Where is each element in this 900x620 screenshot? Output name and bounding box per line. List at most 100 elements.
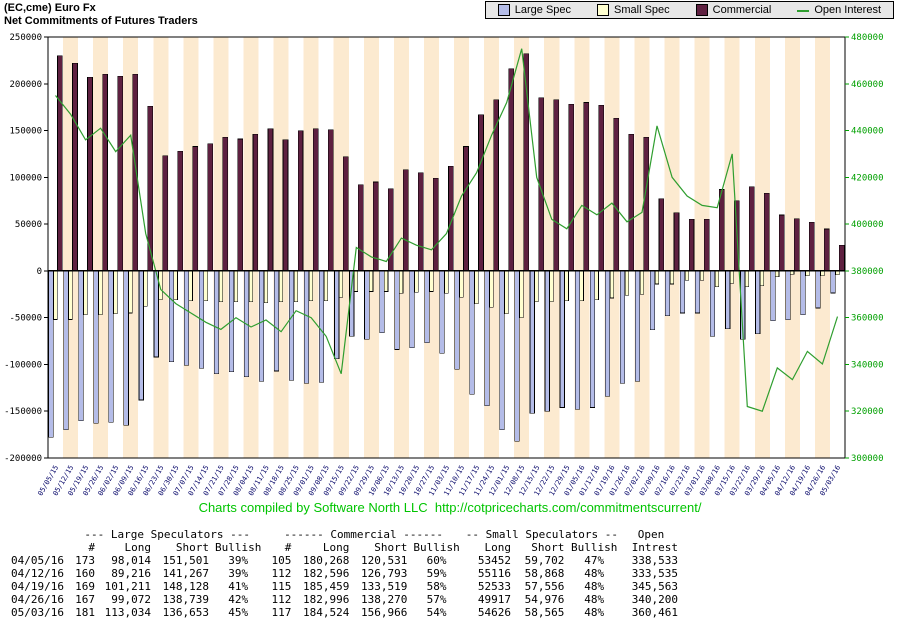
bar-large-spec bbox=[183, 270, 189, 366]
bar-large-spec bbox=[379, 270, 385, 333]
cell-date: 05/03/16 bbox=[11, 606, 64, 619]
plot-stripe bbox=[378, 37, 394, 458]
bar-large-spec bbox=[63, 270, 69, 431]
bar-small-spec bbox=[669, 270, 675, 285]
cell-ss-short: 54,976 bbox=[524, 593, 565, 606]
credit-url[interactable]: http://cotpricecharts.com/commitmentscur… bbox=[434, 500, 702, 515]
bar-commercial bbox=[839, 244, 845, 272]
cell-ss-long: 54626 bbox=[477, 606, 511, 619]
bar-commercial bbox=[688, 219, 695, 272]
bar-commercial bbox=[327, 129, 334, 272]
cell-comm-bullish: 60% bbox=[426, 554, 447, 567]
bar-commercial bbox=[192, 146, 199, 272]
right-axis-label: 400000 bbox=[851, 220, 884, 230]
cell-ss-short: 58,565 bbox=[524, 606, 565, 619]
chart-subtitle: Net Commitments of Futures Traders bbox=[4, 15, 198, 27]
bar-small-spec bbox=[188, 270, 193, 302]
cell-date: 04/12/16 bbox=[11, 567, 64, 580]
bar-large-spec bbox=[153, 270, 159, 358]
right-axis-label: 300000 bbox=[851, 454, 884, 464]
cell-open-interest: 333,535 bbox=[631, 567, 679, 580]
large-spec-swatch-icon bbox=[497, 4, 510, 16]
bar-small-spec bbox=[564, 270, 569, 302]
cell-ls-count: 167 bbox=[75, 593, 95, 606]
plot-stripe bbox=[393, 37, 409, 458]
left-axis-label: 100000 bbox=[9, 173, 42, 183]
bar-large-spec bbox=[48, 270, 54, 438]
bar-commercial bbox=[57, 55, 63, 272]
left-axis-label: -50000 bbox=[9, 314, 42, 324]
cell-comm-bullish: 59% bbox=[426, 567, 447, 580]
right-axis-label: 460000 bbox=[851, 80, 884, 90]
bar-small-spec bbox=[128, 270, 133, 314]
bar-large-spec bbox=[559, 270, 565, 408]
cell-open-interest: 360,461 bbox=[631, 606, 679, 619]
table-group-header: --- Large Speculators --- bbox=[84, 528, 250, 541]
table-col-header-ss-bullish: Bullish bbox=[571, 541, 618, 554]
bar-small-spec bbox=[369, 270, 374, 292]
left-axis-label: -200000 bbox=[4, 454, 42, 464]
bar-small-spec bbox=[519, 270, 524, 318]
bar-large-spec bbox=[664, 270, 671, 317]
legend: Large Spec Small Spec Commercial Open Inter… bbox=[484, 1, 894, 19]
table-col-header-date bbox=[8, 541, 70, 554]
table-row: 04/12/16 160 89,216 141,267 39% 112 182,596 126… bbox=[8, 567, 681, 580]
cell-comm-short: 138,270 bbox=[361, 593, 408, 606]
cell-ls-bullish: 39% bbox=[228, 567, 249, 580]
credit-text: Charts compiled by Software North LLC bbox=[198, 500, 428, 515]
bar-small-spec bbox=[263, 270, 269, 303]
plot-stripe bbox=[799, 37, 815, 458]
bar-small-spec bbox=[53, 270, 58, 320]
bar-large-spec bbox=[574, 270, 580, 410]
table-row: 04/26/16 167 99,072 138,739 42% 112 182,996 138… bbox=[8, 593, 681, 606]
bar-large-spec bbox=[800, 270, 806, 316]
bar-small-spec bbox=[203, 270, 208, 302]
bar-large-spec bbox=[439, 270, 445, 354]
bar-small-spec bbox=[218, 270, 223, 303]
bar-small-spec bbox=[113, 270, 118, 315]
bar-large-spec bbox=[604, 270, 610, 397]
table-col-header-open-interest: Intrest bbox=[631, 541, 679, 554]
table-col-header-ls-short: Short bbox=[175, 541, 209, 554]
bar-commercial bbox=[357, 184, 364, 272]
chart-title: (EC,cme) Euro Fx bbox=[4, 2, 96, 14]
cell-ss-bullish: 48% bbox=[584, 567, 605, 580]
bar-small-spec bbox=[684, 270, 690, 281]
open-interest-swatch-icon bbox=[797, 9, 810, 12]
table-row: 04/05/16 173 98,014 151,501 39% 105 180,268 120… bbox=[8, 554, 681, 567]
bar-commercial bbox=[222, 136, 229, 272]
legend-item-large-spec: Large Spec bbox=[497, 4, 571, 16]
table-col-header-ls-long: Long bbox=[124, 541, 152, 554]
bar-large-spec bbox=[409, 270, 415, 348]
bar-commercial bbox=[568, 104, 575, 272]
bar-small-spec bbox=[414, 270, 419, 293]
plot-stripe bbox=[829, 37, 845, 458]
bar-commercial bbox=[342, 156, 349, 272]
bar-commercial bbox=[252, 133, 259, 272]
table-group-header bbox=[8, 528, 70, 541]
bar-large-spec bbox=[695, 270, 701, 314]
bar-commercial bbox=[658, 198, 665, 272]
bar-large-spec bbox=[364, 270, 370, 340]
bar-large-spec bbox=[544, 270, 550, 412]
bar-large-spec bbox=[108, 270, 114, 423]
bar-commercial bbox=[72, 62, 78, 272]
bar-small-spec bbox=[278, 270, 284, 303]
bar-large-spec bbox=[634, 270, 641, 382]
cell-ls-count: 169 bbox=[75, 580, 95, 593]
table-group-header: ------ Commercial ------ bbox=[284, 528, 444, 541]
cell-comm-long: 182,596 bbox=[303, 567, 350, 580]
small-spec-swatch-icon bbox=[597, 4, 610, 16]
bar-large-spec bbox=[484, 270, 490, 406]
cell-ss-bullish: 48% bbox=[584, 606, 605, 619]
right-axis-label: 420000 bbox=[851, 173, 884, 183]
cell-open-interest: 338,533 bbox=[631, 554, 679, 567]
bar-large-spec bbox=[755, 270, 761, 334]
bar-commercial bbox=[478, 114, 484, 272]
bar-commercial bbox=[598, 104, 605, 272]
cell-comm-long: 185,459 bbox=[303, 580, 350, 593]
cell-ls-long: 101,211 bbox=[104, 580, 151, 593]
table-group-header: -- Small Speculators -- bbox=[465, 528, 619, 541]
bar-commercial bbox=[282, 139, 289, 272]
plot-stripe bbox=[784, 37, 800, 458]
